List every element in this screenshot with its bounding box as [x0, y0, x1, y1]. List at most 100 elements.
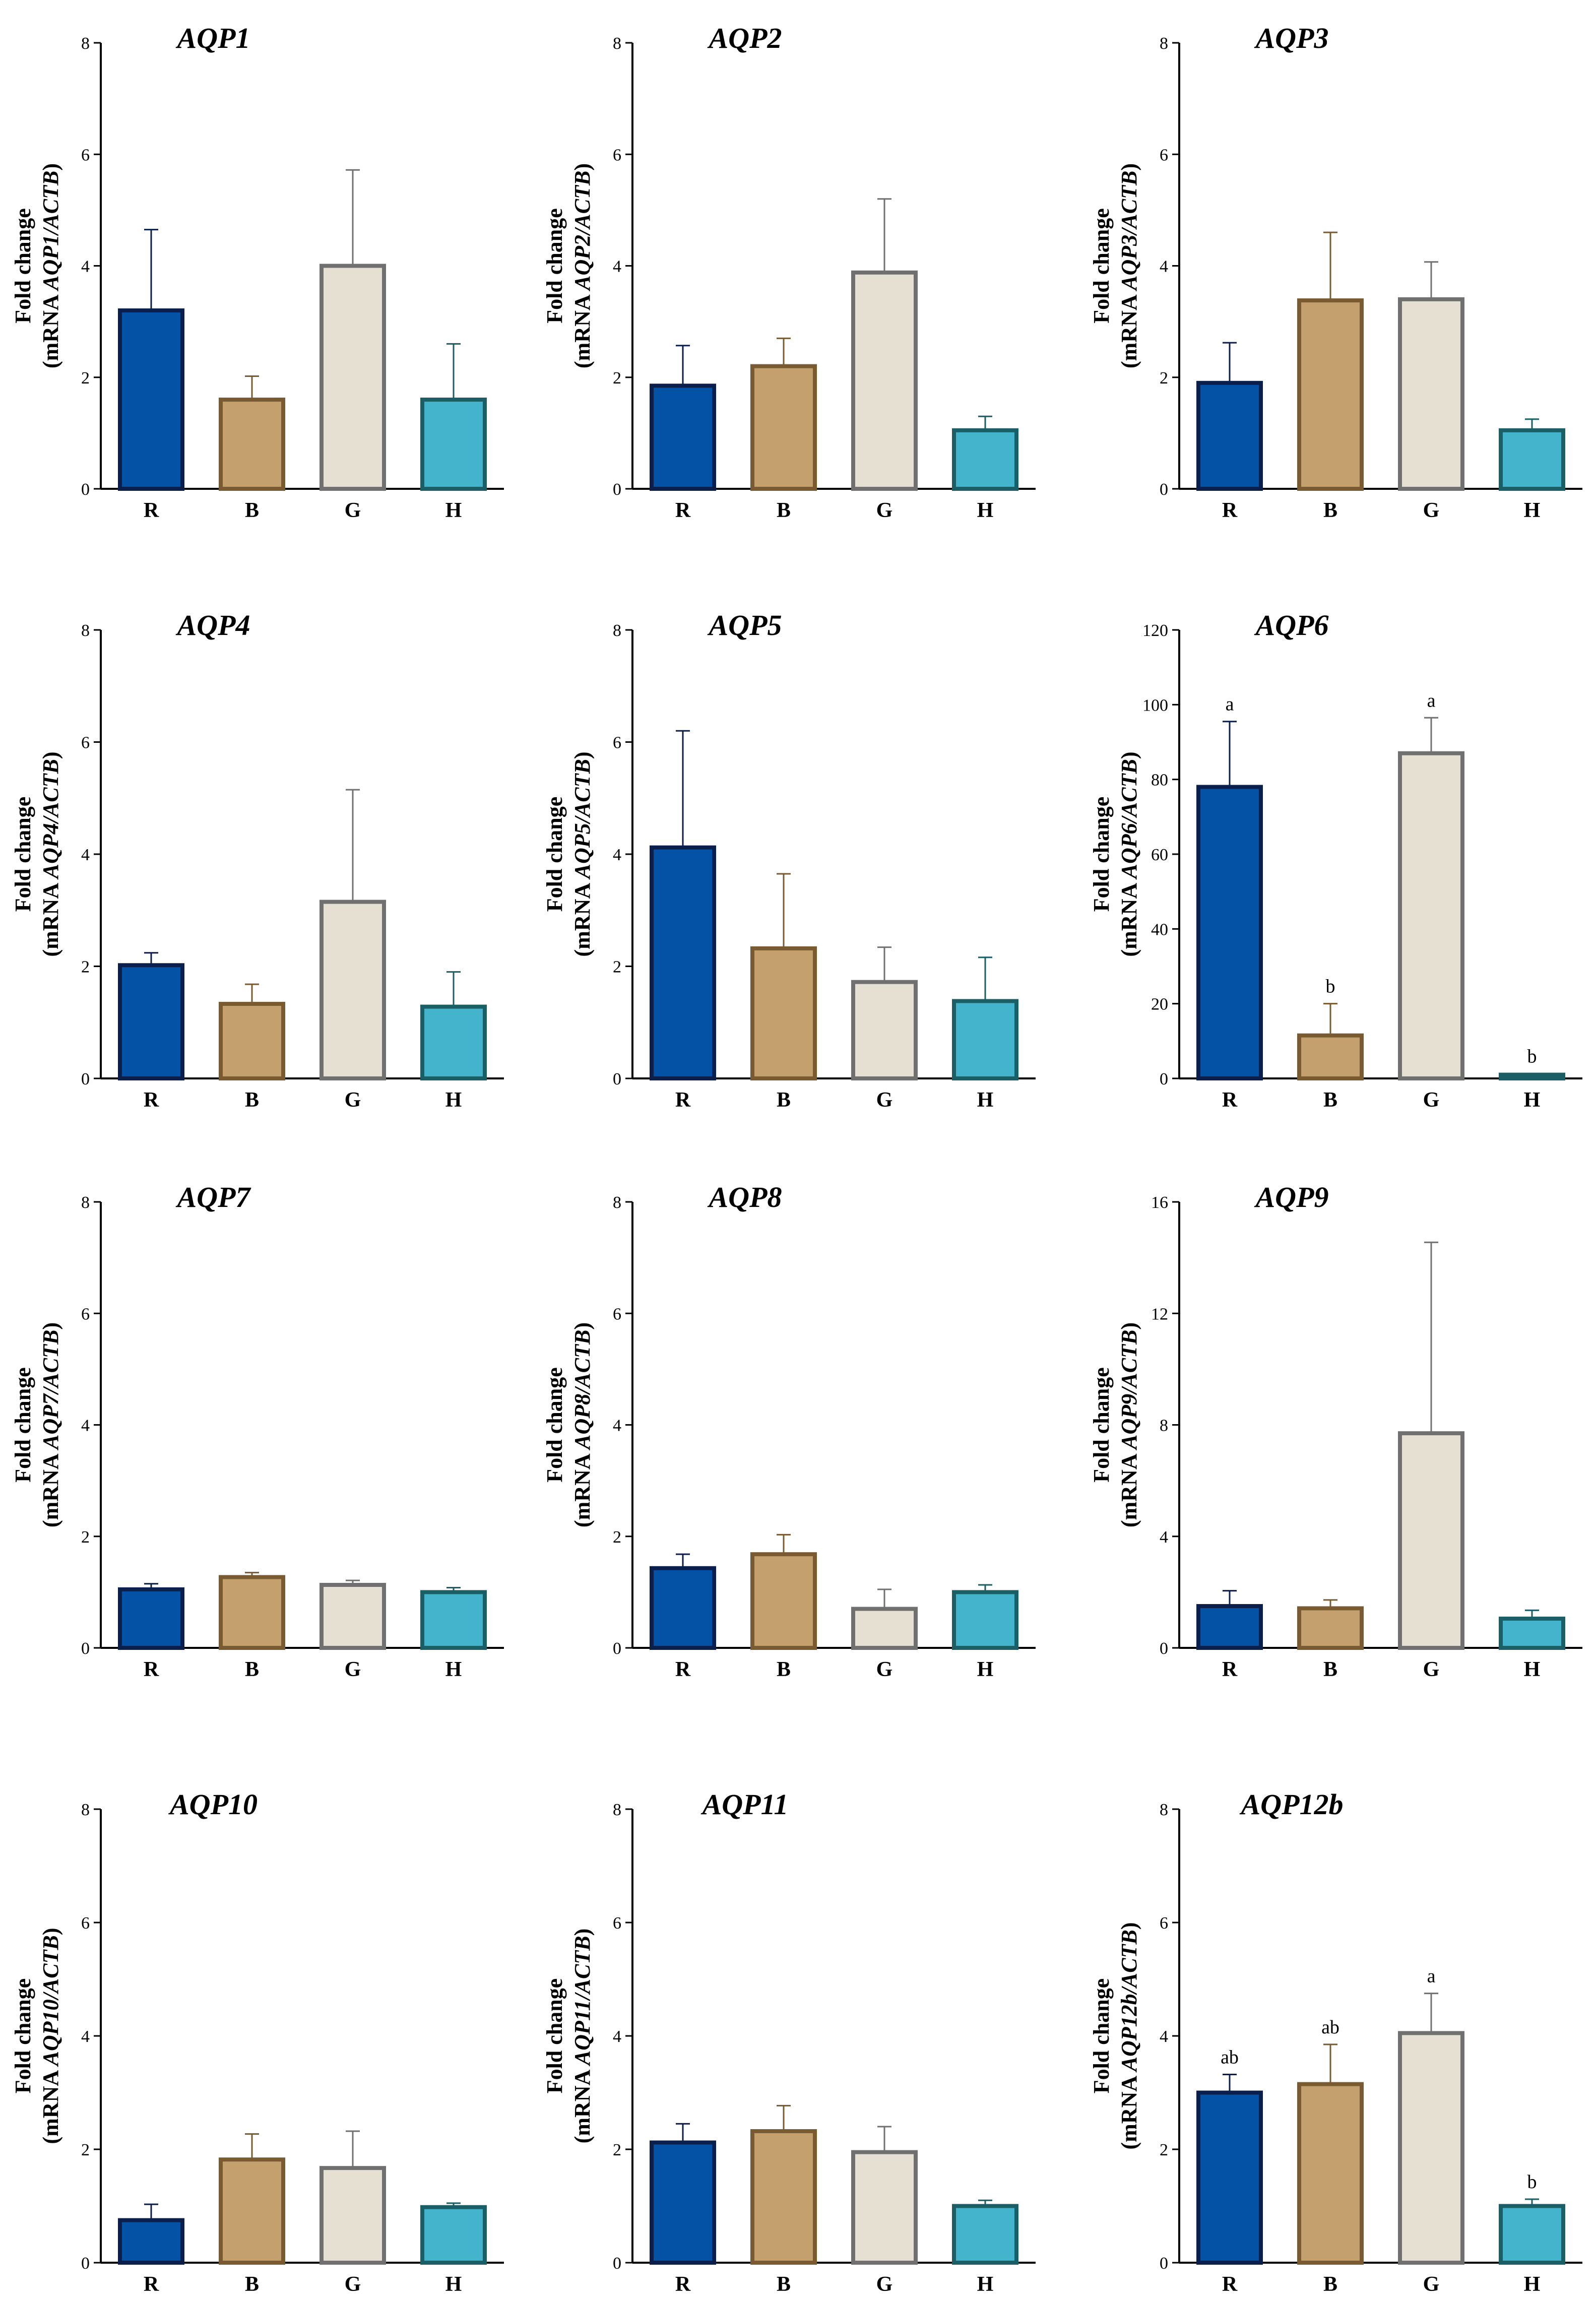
chart-aqp11: AQP11 Fold change(mRNA AQP11/ACTB) 0 2 4 6 8 R B… [542, 1788, 1036, 2296]
chart-aqp4-bar-r [118, 963, 184, 1081]
chart-aqp10: AQP10 Fold change(mRNA AQP10/ACTB) 0 2 4 6 8 R B… [11, 1788, 504, 2296]
chart-aqp12b-xtick-b: B [1323, 2273, 1337, 2296]
chart-aqp5-ytick-label: 6 [613, 734, 621, 752]
chart-aqp5-ylabel-prefix: (mRNA [570, 878, 595, 956]
chart-aqp10-xtick-g: G [345, 2273, 361, 2296]
chart-aqp2-xtick-h: H [977, 499, 994, 522]
chart-aqp2-ytick-label: 2 [613, 369, 621, 388]
chart-aqp4-ylabel-line2: (mRNA AQP4/ACTB) [38, 751, 63, 956]
chart-aqp3-ytick-label: 4 [1160, 258, 1168, 276]
chart-aqp11-xtick-h: H [977, 2273, 994, 2296]
chart-aqp6-sig-h: b [1527, 1046, 1537, 1067]
chart-aqp12b-ylabel-gene: AQP12b/ACTB [1117, 1930, 1141, 2073]
chart-aqp10-bar-b [219, 2157, 285, 2265]
chart-aqp10-ytick-label: 4 [81, 2027, 90, 2046]
chart-aqp11-ytick-label: 6 [613, 1914, 621, 1933]
chart-aqp6-bar-g [1398, 751, 1464, 1080]
chart-aqp9-bar-b [1297, 1606, 1364, 1650]
chart-aqp8-ytick-label: 2 [613, 1528, 621, 1547]
chart-aqp9-ytick-label: 8 [1160, 1417, 1168, 1435]
chart-aqp7: AQP7 Fold change(mRNA AQP7/ACTB) 0 2 4 6 8 R B G H [11, 1181, 504, 1681]
chart-aqp12b-sig-g: a [1427, 1966, 1436, 1987]
chart-aqp3-ytick-label: 8 [1160, 34, 1168, 53]
chart-aqp9-ytick-label: 16 [1151, 1193, 1168, 1212]
chart-aqp12b: AQP12b Fold change(mRNA AQP12b/ACTB) 0 2 4 6 8… [1089, 1788, 1582, 2296]
chart-aqp10-ytick-label: 0 [81, 2254, 90, 2273]
chart-aqp3-xtick-r: R [1222, 499, 1238, 522]
chart-aqp10-ylabel-suffix: ) [38, 1928, 63, 1935]
chart-aqp4-xtick-r: R [144, 1089, 159, 1112]
chart-aqp6-ylabel-line2: (mRNA AQP6/ACTB) [1117, 751, 1141, 956]
chart-aqp6-ytick-label: 20 [1151, 995, 1168, 1014]
chart-aqp10-bar-g [320, 2166, 386, 2265]
chart-aqp9-ylabel-suffix: ) [1117, 1322, 1141, 1330]
chart-aqp5-ytick-label: 8 [613, 621, 621, 640]
chart-aqp12b-ytick-label: 0 [1160, 2254, 1168, 2273]
chart-aqp7-ytick-label: 4 [81, 1417, 90, 1435]
chart-aqp12b-ylabel-prefix: (mRNA [1117, 2071, 1141, 2149]
chart-aqp9-bar-h [1499, 1616, 1565, 1650]
chart-aqp6-ytick-label: 120 [1142, 621, 1168, 640]
chart-aqp11-bar-b [750, 2129, 817, 2265]
chart-aqp2-ytick-label: 4 [613, 258, 621, 276]
chart-aqp8-ytick-label: 4 [613, 1417, 621, 1435]
chart-aqp5-xtick-g: G [876, 1089, 893, 1112]
chart-aqp1-bar-r [118, 308, 184, 491]
chart-aqp6-bar-b [1297, 1033, 1364, 1080]
chart-aqp8-xtick-r: R [675, 1658, 691, 1681]
chart-aqp7-xtick-h: H [445, 1658, 462, 1681]
chart-aqp12b-ylabel-suffix: ) [1117, 1922, 1141, 1930]
chart-aqp11-title: AQP11 [701, 1788, 789, 1821]
chart-aqp2-xtick-g: G [876, 499, 893, 522]
chart-aqp3-ytick-label: 2 [1160, 369, 1168, 388]
chart-aqp11-bar-h [952, 2204, 1018, 2265]
chart-aqp9-ytick-label: 12 [1151, 1305, 1168, 1323]
chart-aqp4-title: AQP4 [176, 609, 250, 642]
chart-aqp4-ytick-label: 8 [81, 621, 90, 640]
chart-aqp6-sig-b: b [1326, 976, 1335, 997]
chart-aqp9-ytick-label: 4 [1160, 1528, 1168, 1547]
chart-aqp7-xtick-g: G [345, 1658, 361, 1681]
chart-aqp5-xtick-b: B [777, 1089, 791, 1112]
chart-aqp4-ytick-label: 2 [81, 958, 90, 977]
chart-aqp4-xtick-b: B [245, 1089, 259, 1112]
chart-aqp4-ylabel-suffix: ) [38, 751, 63, 759]
chart-aqp6: AQP6 Fold change(mRNA AQP6/ACTB) 0 20 40 60 80… [1089, 609, 1582, 1112]
chart-aqp2-ylabel-line1: Fold change [542, 208, 567, 324]
chart-aqp5-ytick-label: 0 [613, 1070, 621, 1089]
chart-aqp4-bar-b [219, 1002, 285, 1080]
chart-aqp6-bar-h [1499, 1072, 1565, 1080]
chart-aqp8-xtick-g: G [876, 1658, 893, 1681]
chart-aqp2-ylabel-line2: (mRNA AQP2/ACTB) [570, 163, 595, 368]
chart-aqp12b-ylabel-line2: (mRNA AQP12b/ACTB) [1117, 1922, 1141, 2149]
chart-aqp3-ytick-label: 0 [1160, 480, 1168, 499]
chart-aqp2-ylabel-prefix: (mRNA [570, 290, 595, 368]
chart-aqp7-bar-r [118, 1587, 184, 1650]
chart-aqp3-title: AQP3 [1254, 22, 1329, 54]
chart-aqp6-ylabel-suffix: ) [1117, 751, 1141, 759]
chart-aqp1-xtick-r: R [144, 499, 159, 522]
chart-aqp2-ylabel-suffix: ) [570, 163, 595, 171]
chart-aqp8-bar-r [650, 1566, 716, 1650]
chart-aqp7-ytick-label: 6 [81, 1305, 90, 1323]
chart-aqp8-ylabel-prefix: (mRNA [570, 1449, 595, 1527]
chart-aqp1: AQP1 Fold change(mRNA AQP1/ACTB) 0 2 4 6 8 R B G H [11, 22, 504, 522]
chart-aqp9-ylabel-line2: (mRNA AQP9/ACTB) [1117, 1322, 1141, 1527]
chart-aqp9-xtick-b: B [1323, 1658, 1337, 1681]
chart-aqp5-xtick-r: R [675, 1089, 691, 1112]
chart-aqp10-ytick-label: 6 [81, 1914, 90, 1933]
chart-aqp8-ytick-label: 8 [613, 1193, 621, 1212]
chart-aqp12b-bar-b [1297, 2082, 1364, 2265]
chart-aqp3-bar-h [1499, 428, 1565, 491]
chart-aqp4-xtick-h: H [445, 1089, 462, 1112]
chart-aqp5-bar-r [650, 845, 716, 1081]
chart-aqp6-sig-g: a [1427, 690, 1436, 711]
chart-aqp12b-xtick-g: G [1423, 2273, 1440, 2296]
chart-aqp9-bar-g [1398, 1431, 1464, 1650]
chart-aqp8-ylabel-gene: AQP8/ACTB [570, 1330, 595, 1451]
chart-aqp8-ylabel-suffix: ) [570, 1322, 595, 1330]
chart-aqp12b-xtick-h: H [1524, 2273, 1541, 2296]
chart-aqp6-xtick-g: G [1423, 1089, 1440, 1112]
chart-aqp10-ylabel-line1: Fold change [11, 1978, 35, 2094]
chart-aqp2-xtick-b: B [777, 499, 791, 522]
